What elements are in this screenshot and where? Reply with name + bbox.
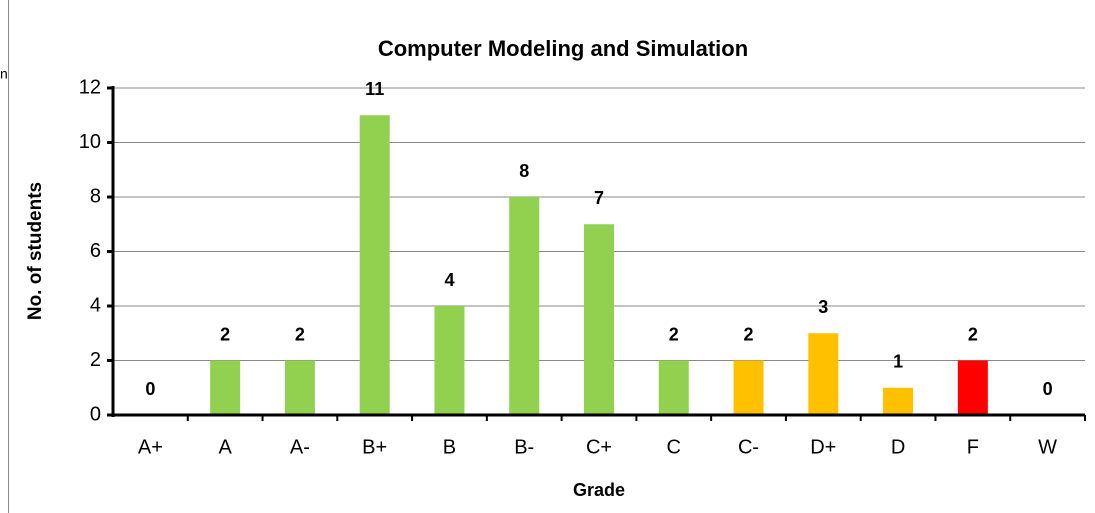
x-tick-label: B bbox=[443, 436, 456, 458]
bar bbox=[658, 360, 689, 415]
x-tick-label: A- bbox=[290, 436, 310, 458]
x-tick-label: B+ bbox=[362, 436, 387, 458]
x-tick-label: F bbox=[967, 436, 979, 458]
value-label: 2 bbox=[220, 324, 230, 344]
x-tick-label: D bbox=[891, 436, 905, 458]
x-tick-label: A bbox=[218, 436, 232, 458]
side-text: n bbox=[0, 66, 8, 82]
y-tick-label: 0 bbox=[90, 403, 101, 425]
y-axis-label: No. of students bbox=[25, 182, 46, 320]
y-tick-label: 4 bbox=[90, 294, 101, 316]
bar bbox=[284, 360, 315, 415]
x-tick-label: W bbox=[1038, 436, 1057, 458]
y-tick-label: 2 bbox=[90, 349, 101, 371]
bar bbox=[883, 387, 914, 415]
bar bbox=[434, 306, 465, 415]
x-tick-label: C+ bbox=[586, 436, 612, 458]
bar bbox=[359, 115, 390, 415]
value-label: 11 bbox=[365, 79, 384, 99]
x-tick-label: A+ bbox=[138, 436, 163, 458]
value-label: 7 bbox=[594, 188, 604, 208]
value-label: 0 bbox=[145, 379, 155, 399]
value-label: 2 bbox=[295, 324, 305, 344]
value-label: 4 bbox=[444, 270, 454, 290]
bar bbox=[957, 360, 988, 415]
value-label: 1 bbox=[893, 352, 903, 372]
bar bbox=[733, 360, 764, 415]
y-tick-label: 8 bbox=[90, 185, 101, 207]
value-label: 2 bbox=[968, 324, 978, 344]
x-tick-label: C- bbox=[738, 436, 759, 458]
value-label: 8 bbox=[519, 161, 529, 181]
value-label: 2 bbox=[744, 324, 754, 344]
y-tick-label: 12 bbox=[79, 76, 101, 98]
bar bbox=[584, 224, 614, 415]
y-tick-label: 6 bbox=[90, 240, 101, 262]
value-label: 0 bbox=[1043, 379, 1053, 399]
y-tick-label: 10 bbox=[79, 131, 101, 153]
x-tick-label: D+ bbox=[810, 436, 836, 458]
x-axis-label: Grade bbox=[573, 480, 625, 500]
value-label: 3 bbox=[818, 297, 828, 317]
bar bbox=[808, 333, 839, 415]
x-tick-label: C bbox=[667, 436, 681, 458]
x-tick-label: B- bbox=[514, 436, 534, 458]
chart-title: Computer Modeling and Simulation bbox=[378, 36, 748, 61]
bar bbox=[210, 360, 241, 415]
value-label: 2 bbox=[669, 324, 679, 344]
bar bbox=[509, 197, 540, 415]
